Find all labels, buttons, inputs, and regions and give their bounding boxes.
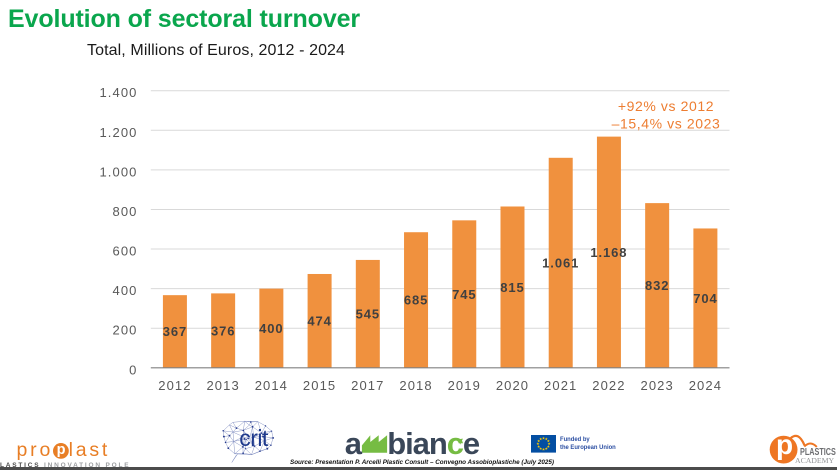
svg-text:400: 400 — [259, 321, 283, 336]
svg-text:2021: 2021 — [544, 378, 577, 393]
svg-text:1.061: 1.061 — [542, 256, 579, 271]
svg-text:2012: 2012 — [158, 378, 191, 393]
svg-text:400: 400 — [113, 283, 138, 298]
svg-text:2023: 2023 — [640, 378, 673, 393]
svg-text:2017: 2017 — [351, 378, 384, 393]
svg-text:2022: 2022 — [592, 378, 625, 393]
svg-text:600: 600 — [113, 244, 138, 259]
svg-text:crit: crit — [239, 425, 269, 451]
svg-text:2024: 2024 — [689, 378, 722, 393]
svg-text:2019: 2019 — [448, 378, 481, 393]
svg-text:800: 800 — [113, 204, 138, 219]
svg-text:367: 367 — [163, 324, 187, 339]
svg-text:1.000: 1.000 — [99, 164, 137, 179]
svg-text:832: 832 — [645, 278, 669, 293]
svg-text:704: 704 — [693, 291, 717, 306]
svg-text:1.400: 1.400 — [99, 85, 137, 100]
svg-text:2014: 2014 — [255, 378, 288, 393]
svg-text:+92% vs 2012: +92% vs 2012 — [618, 98, 714, 114]
svg-text:685: 685 — [404, 293, 428, 308]
svg-text:200: 200 — [113, 323, 138, 338]
svg-text:1.200: 1.200 — [99, 125, 137, 140]
svg-text:2013: 2013 — [206, 378, 239, 393]
svg-text:376: 376 — [211, 323, 235, 338]
svg-text:2020: 2020 — [496, 378, 529, 393]
svg-text:1.168: 1.168 — [590, 245, 627, 260]
svg-text:2015: 2015 — [303, 378, 336, 393]
svg-text:–15,4% vs 2023: –15,4% vs 2023 — [612, 115, 721, 131]
svg-text:745: 745 — [452, 287, 476, 302]
svg-text:2018: 2018 — [399, 378, 432, 393]
svg-text:545: 545 — [356, 307, 380, 322]
svg-text:815: 815 — [500, 280, 524, 295]
svg-text:474: 474 — [307, 314, 331, 329]
svg-text:0: 0 — [129, 362, 137, 377]
